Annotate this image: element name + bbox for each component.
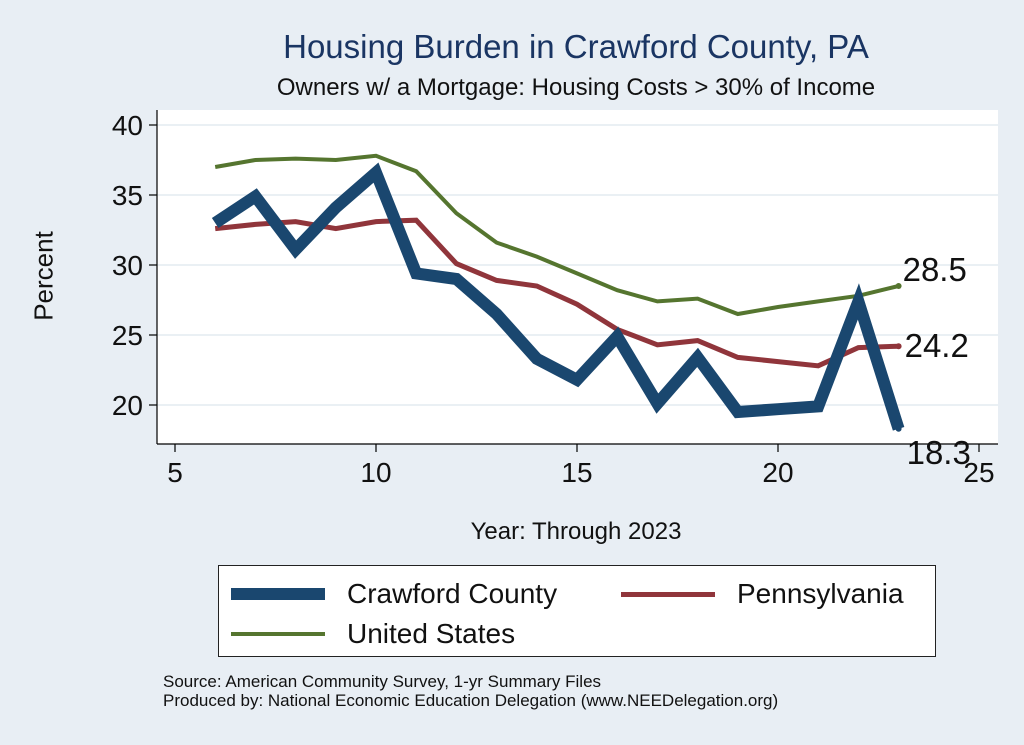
y-tick-label-40: 40 xyxy=(112,110,143,141)
end-label-pennsylvania: 24.2 xyxy=(905,327,969,364)
x-axis-label: Year: Through 2023 xyxy=(470,518,682,545)
legend-label-crawford: Crawford County xyxy=(347,578,558,609)
legend-item-united-states: United States xyxy=(231,618,515,650)
x-tick-label-25: 25 xyxy=(963,457,994,488)
y-tick-label-25: 25 xyxy=(112,320,143,351)
x-tick-label-15: 15 xyxy=(561,457,592,488)
end-marker-united-states xyxy=(895,283,902,289)
legend-swatch-crawford xyxy=(231,588,325,600)
legend-label-united-states: United States xyxy=(347,618,516,649)
y-tick-label-30: 30 xyxy=(112,250,143,281)
source-note: Source: American Community Survey, 1-yr … xyxy=(163,672,602,691)
series-line-united-states xyxy=(214,153,900,317)
chart-subtitle: Owners w/ a Mortgage: Housing Costs > 30… xyxy=(276,74,876,101)
x-tick-label-10: 10 xyxy=(360,457,391,488)
end-marker-crawford-county xyxy=(895,425,902,432)
y-axis-label: Percent xyxy=(28,231,59,321)
series-line-crawford-county xyxy=(211,162,905,431)
legend-item-pennsylvania: Pennsylvania xyxy=(621,578,904,610)
legend: Crawford County Pennsylvania United Stat… xyxy=(218,565,936,657)
y-tick-label-20: 20 xyxy=(112,390,143,421)
plot-background xyxy=(157,110,998,444)
end-label-united-states: 28.5 xyxy=(903,251,967,288)
end-marker-pennsylvania xyxy=(895,343,902,350)
chart-notes: Source: American Community Survey, 1-yr … xyxy=(163,672,778,710)
x-tick-label-20: 20 xyxy=(762,457,793,488)
chart-title: Housing Burden in Crawford County, PA xyxy=(283,28,869,65)
series-line-pennsylvania xyxy=(214,217,899,369)
legend-swatch-pennsylvania xyxy=(621,591,715,597)
legend-item-crawford: Crawford County xyxy=(231,578,557,610)
producer-note: Produced by: National Economic Education… xyxy=(163,691,779,710)
y-tick-label-35: 35 xyxy=(112,180,143,211)
legend-label-pennsylvania: Pennsylvania xyxy=(737,578,904,609)
legend-swatch-united-states xyxy=(231,632,325,636)
end-label-crawford-county: 18.3 xyxy=(907,434,971,471)
x-tick-label-5: 5 xyxy=(167,457,183,488)
